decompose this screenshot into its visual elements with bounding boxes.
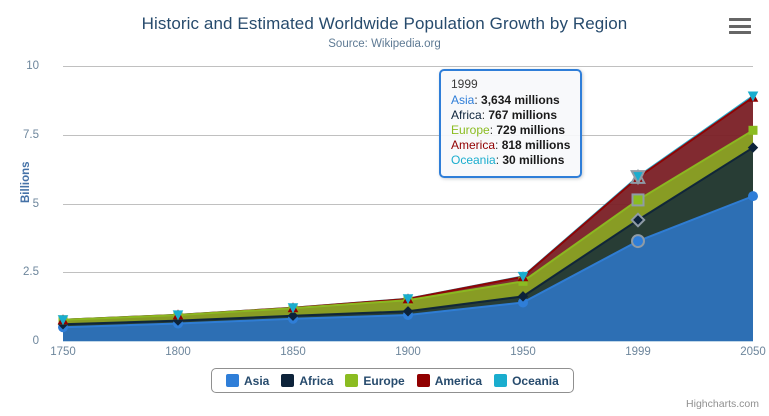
tooltip-row-oceania: Oceania: 30 millions xyxy=(451,153,570,168)
xaxis-tick-label: 1850 xyxy=(280,346,306,358)
yaxis-tick-label: 7.5 xyxy=(23,128,39,141)
yaxis-tick-label: 10 xyxy=(26,60,39,72)
tooltip: 1999 Asia: 3,634 millions Africa: 767 mil… xyxy=(439,69,583,178)
tooltip-value: 3,634 millions xyxy=(481,93,560,107)
xaxis-tick-label: 1900 xyxy=(395,346,421,358)
tooltip-series-name: Europe xyxy=(451,123,490,137)
gridline xyxy=(63,341,753,342)
hamburger-bar-2 xyxy=(729,24,751,28)
tooltip-series-name: Africa xyxy=(451,108,482,122)
legend-item-label: Africa xyxy=(299,373,334,388)
yaxis-tick-label: 5 xyxy=(32,197,39,210)
legend-swatch-icon xyxy=(226,374,239,387)
marker-oceania-1800[interactable] xyxy=(172,310,184,321)
tooltip-header: 1999 xyxy=(451,77,478,91)
tooltip-value: 767 millions xyxy=(488,108,558,122)
xaxis-tick-label: 1999 xyxy=(625,346,651,358)
marker-asia-1950[interactable] xyxy=(518,297,528,308)
hamburger-bar-1 xyxy=(729,18,751,21)
legend-swatch-icon xyxy=(494,374,508,387)
marker-africa-2050[interactable] xyxy=(747,142,759,153)
legend-swatch-icon xyxy=(416,374,430,387)
legend-item-asia[interactable]: Asia xyxy=(226,374,269,388)
tooltip-separator: : xyxy=(495,153,503,167)
tooltip-row-africa: Africa: 767 millions xyxy=(451,108,570,123)
tooltip-row-europe: Europe: 729 millions xyxy=(451,123,570,138)
tooltip-value: 729 millions xyxy=(496,123,566,137)
marker-africa-1950[interactable] xyxy=(517,291,529,302)
chart-legend: Asia Africa Europe America Oceania xyxy=(211,368,574,393)
marker-asia-2050[interactable] xyxy=(748,191,758,202)
marker-europe-2050[interactable] xyxy=(748,125,758,135)
gridline xyxy=(63,203,753,205)
marker-africa-1850[interactable] xyxy=(287,310,299,321)
series-area-asia xyxy=(63,196,753,341)
legend-item-america[interactable]: America xyxy=(416,373,483,388)
legend-item-label: Europe xyxy=(363,373,405,388)
xaxis-tick-label: 1800 xyxy=(165,346,191,358)
hamburger-menu-icon[interactable] xyxy=(729,17,751,35)
tooltip-separator: : xyxy=(495,138,502,152)
marker-oceania-1850[interactable] xyxy=(287,303,299,314)
tooltip-separator: : xyxy=(474,93,482,107)
tooltip-series-name: America xyxy=(451,138,496,152)
tooltip-rows: Asia: 3,634 millions Africa: 767 millions… xyxy=(451,93,570,168)
legend-item-oceania[interactable]: Oceania xyxy=(494,374,559,388)
marker-oceania-1750[interactable] xyxy=(57,315,69,326)
yaxis-tick-label: 0 xyxy=(32,335,39,347)
gridline xyxy=(63,66,753,67)
series-layer xyxy=(57,91,759,341)
tooltip-value: 818 millions xyxy=(501,138,571,152)
marker-oceania-1900[interactable] xyxy=(402,294,414,305)
xaxis-tick-label: 2050 xyxy=(740,346,766,358)
gridline xyxy=(63,272,753,274)
marker-oceania-2050[interactable] xyxy=(747,91,759,102)
legend-item-europe[interactable]: Europe xyxy=(345,373,405,388)
tooltip-series-name: Oceania xyxy=(451,153,496,167)
legend-swatch-icon xyxy=(281,374,295,387)
legend-swatch-icon xyxy=(345,374,359,387)
tooltip-value: 30 millions xyxy=(502,153,565,167)
marker-africa-1999[interactable] xyxy=(630,212,646,228)
tooltip-separator: : xyxy=(481,108,489,122)
hamburger-bar-3 xyxy=(729,31,751,34)
chart-subtitle: Source: Wikipedia.org xyxy=(328,38,441,50)
legend-item-label: America xyxy=(434,373,483,388)
tooltip-row-america: America: 818 millions xyxy=(451,138,570,153)
tooltip-series-name: Asia xyxy=(451,93,475,107)
marker-europe-1999[interactable] xyxy=(631,193,645,207)
legend-item-label: Oceania xyxy=(512,373,559,388)
marker-africa-1900[interactable] xyxy=(402,306,414,317)
legend-item-label: Asia xyxy=(244,373,270,388)
gridline xyxy=(63,134,753,136)
yaxis-tick-label: 2.5 xyxy=(23,266,39,279)
tooltip-separator: : xyxy=(489,123,497,137)
marker-oceania-1950[interactable] xyxy=(517,271,529,282)
chart-title: Historic and Estimated Worldwide Populat… xyxy=(141,14,628,33)
marker-asia-1999[interactable] xyxy=(631,234,645,249)
legend-item-africa[interactable]: Africa xyxy=(281,374,333,388)
tooltip-row-asia: Asia: 3,634 millions xyxy=(451,93,570,108)
xaxis-tick-label: 1950 xyxy=(510,346,536,358)
xaxis-tick-label: 1750 xyxy=(50,346,76,358)
credits-link[interactable]: Highcharts.com xyxy=(686,398,759,410)
marker-oceania-1999[interactable] xyxy=(630,170,646,186)
plot-area: 0 2.5 5 7.5 10 xyxy=(23,60,759,347)
